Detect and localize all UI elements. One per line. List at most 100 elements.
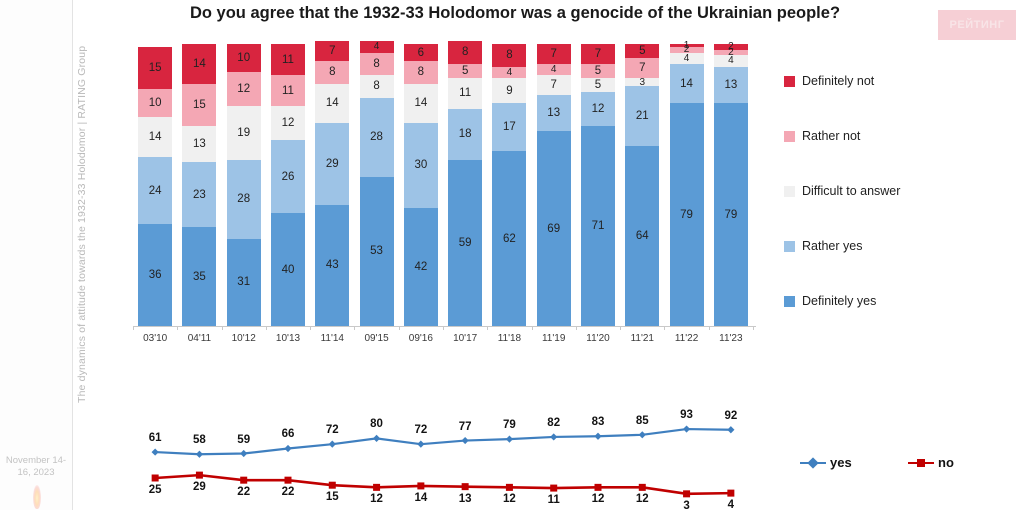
bar-segment[interactable]: 7 [536, 44, 571, 64]
bar-segment[interactable]: 4 [536, 63, 571, 76]
bar-segment[interactable]: 5 [448, 63, 483, 78]
bar-segment[interactable]: 8 [359, 75, 394, 98]
bar-segment[interactable]: 79 [713, 103, 748, 326]
bar-segment[interactable]: 13 [536, 94, 571, 132]
bar-segment[interactable]: 69 [536, 131, 571, 326]
bar-segment[interactable]: 11 [271, 44, 305, 76]
bar-segment[interactable]: 13 [182, 125, 217, 163]
bar-segment[interactable]: 14 [182, 44, 217, 84]
bar-segment[interactable]: 10 [226, 44, 261, 73]
bar-segment[interactable]: 62 [492, 151, 527, 326]
bar-segment[interactable]: 9 [492, 77, 527, 104]
bar-segment[interactable]: 3 [625, 77, 660, 88]
bar-segment[interactable]: 18 [448, 108, 483, 160]
legend-item[interactable]: Definitely yes [784, 294, 876, 308]
bar-segment[interactable]: 1 [669, 40, 704, 51]
bar-segment[interactable]: 17 [492, 103, 527, 152]
bar-segment[interactable]: 19 [226, 106, 261, 160]
bar-segment[interactable]: 14 [669, 63, 704, 104]
bar-segment[interactable]: 7 [315, 41, 350, 61]
bar-column[interactable]: 7 5 5 12 71 [581, 44, 615, 326]
bar-segment[interactable]: 21 [625, 86, 660, 146]
bar-segment[interactable]: 8 [403, 60, 438, 84]
bar-segment[interactable]: 43 [315, 204, 350, 326]
bar-segment[interactable]: 12 [271, 106, 305, 140]
line-legend-item[interactable]: yes [800, 455, 852, 470]
bar-column[interactable]: 4 8 8 28 53 [359, 41, 394, 326]
bar-segment-value: 36 [148, 269, 162, 282]
bar-column[interactable]: 11 11 12 26 40 [271, 44, 305, 326]
bar-segment[interactable]: 24 [138, 156, 173, 225]
bar-column[interactable]: 7 4 7 13 69 [536, 44, 571, 326]
line-marker-icon [550, 433, 558, 441]
bar-column[interactable]: 6 8 14 30 42 [403, 44, 438, 326]
bar-column[interactable]: 14 15 13 23 35 [182, 44, 217, 326]
bar-segment[interactable]: 8 [448, 41, 483, 64]
bar-segment[interactable]: 42 [403, 207, 438, 326]
bar-segment[interactable]: 31 [226, 238, 261, 326]
bar-segment[interactable]: 10 [138, 89, 173, 118]
bar-segment-value: 11 [282, 53, 294, 66]
no-point-label: 12 [503, 493, 516, 506]
bar-segment[interactable]: 14 [315, 83, 350, 123]
legend-item[interactable]: Definitely not [784, 74, 874, 88]
bar-segment[interactable]: 5 [625, 44, 660, 59]
line-marker-icon [328, 481, 336, 489]
bar-column[interactable]: 8 5 11 18 59 [448, 41, 483, 326]
legend-item[interactable]: Rather not [784, 129, 860, 143]
bar-segment[interactable]: 53 [359, 176, 394, 326]
bar-segment[interactable]: 15 [138, 46, 173, 90]
bar-segment[interactable]: 12 [226, 72, 261, 107]
bar-segment[interactable]: 28 [359, 97, 394, 177]
bar-segment[interactable]: 5 [581, 77, 615, 92]
line-legend-item[interactable]: no [908, 455, 954, 470]
bar-segment[interactable]: 2 [669, 44, 704, 55]
bar-segment[interactable]: 8 [359, 52, 394, 76]
bar-column[interactable]: 8 4 9 17 62 [492, 44, 527, 326]
bar-segment[interactable]: 28 [226, 159, 261, 239]
bar-column[interactable]: 10 12 19 28 31 [226, 44, 261, 326]
bar-column[interactable]: 5 7 3 21 64 [625, 44, 660, 326]
bar-segment[interactable]: 59 [448, 159, 483, 326]
bar-segment[interactable]: 35 [182, 227, 217, 326]
bar-segment[interactable]: 12 [581, 91, 615, 126]
bar-segment[interactable]: 13 [713, 66, 748, 104]
bar-column[interactable]: 15 10 14 24 36 [138, 46, 173, 326]
bar-segment[interactable]: 7 [581, 44, 615, 64]
x-axis-label: 11'19 [541, 333, 566, 344]
legend-item[interactable]: Rather yes [784, 239, 862, 253]
bar-segment[interactable]: 4 [669, 52, 704, 64]
bar-segment[interactable]: 2 [713, 47, 748, 58]
bar-segment[interactable]: 4 [359, 41, 394, 53]
bar-segment[interactable]: 15 [182, 83, 217, 126]
bar-segment[interactable]: 14 [138, 117, 173, 157]
bar-segment[interactable]: 36 [138, 224, 173, 326]
line-marker-icon [195, 471, 203, 479]
bar-segment[interactable]: 11 [271, 75, 305, 107]
bar-segment[interactable]: 2 [713, 41, 748, 52]
bar-segment[interactable]: 79 [669, 103, 704, 326]
bar-segment[interactable]: 64 [625, 145, 660, 326]
bar-segment-value: 17 [503, 121, 516, 134]
legend-item[interactable]: Difficult to answer [784, 184, 900, 198]
bar-segment[interactable]: 23 [182, 162, 217, 228]
bar-segment[interactable]: 71 [581, 125, 615, 326]
bar-segment[interactable]: 4 [492, 66, 527, 78]
bar-segment[interactable]: 8 [492, 44, 527, 67]
bar-segment[interactable]: 7 [625, 58, 660, 78]
bar-segment[interactable]: 11 [448, 77, 483, 109]
bar-segment[interactable]: 6 [403, 44, 438, 61]
bar-segment[interactable]: 40 [271, 213, 305, 326]
bar-column[interactable]: 7 8 14 29 43 [315, 41, 350, 326]
bar-column[interactable]: 2 2 4 13 79 [713, 41, 748, 326]
bar-segment[interactable]: 4 [713, 55, 748, 67]
bar-segment[interactable]: 14 [403, 83, 438, 123]
bar-segment[interactable]: 30 [403, 122, 438, 208]
bar-segment[interactable]: 5 [581, 63, 615, 78]
bar-segment[interactable]: 29 [315, 122, 350, 205]
bar-column[interactable]: 1 2 4 14 79 [669, 40, 704, 326]
bar-segment[interactable]: 7 [536, 75, 571, 95]
bar-segment[interactable]: 26 [271, 139, 305, 214]
bar-segment[interactable]: 8 [315, 60, 350, 84]
x-axis-label: 11'21 [630, 333, 654, 344]
